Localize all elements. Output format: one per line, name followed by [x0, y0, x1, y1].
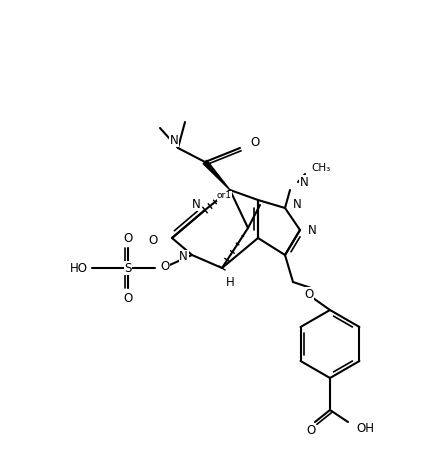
Text: CH₃: CH₃: [310, 163, 329, 173]
Text: O: O: [160, 259, 169, 273]
Text: HO: HO: [70, 262, 88, 274]
Text: O: O: [306, 424, 315, 436]
Text: O: O: [123, 292, 132, 304]
Text: or1: or1: [216, 192, 231, 201]
Text: O: O: [249, 136, 259, 148]
Text: S: S: [124, 262, 132, 274]
Text: N: N: [292, 198, 301, 212]
Text: O: O: [123, 232, 132, 244]
Text: N: N: [179, 251, 187, 263]
Text: OH: OH: [355, 421, 373, 435]
Text: H: H: [225, 275, 234, 288]
Text: O: O: [304, 288, 313, 300]
Text: N: N: [192, 197, 200, 211]
Polygon shape: [203, 160, 230, 190]
Text: N: N: [307, 223, 316, 237]
Text: N: N: [299, 176, 308, 188]
Text: O: O: [148, 233, 158, 247]
Text: N: N: [169, 133, 178, 147]
